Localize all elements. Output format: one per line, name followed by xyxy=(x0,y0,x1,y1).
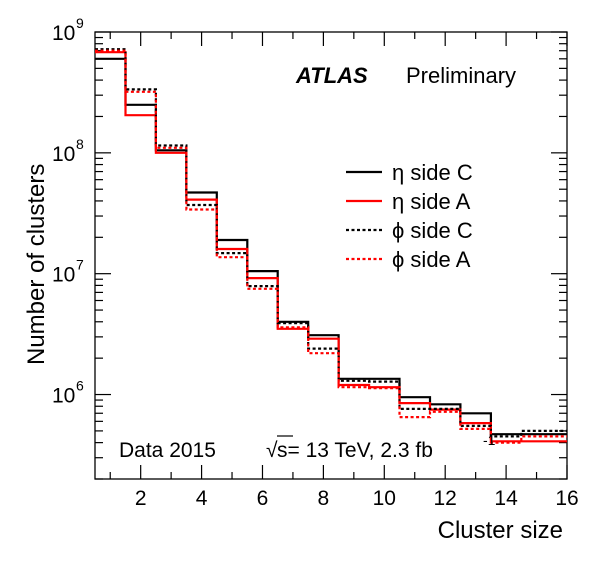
x-tick-label: 14 xyxy=(494,487,518,510)
x-tick-label: 12 xyxy=(434,487,457,510)
y-tick-exponent: 7 xyxy=(76,257,84,273)
legend: η side C η side A ϕ side C ϕ side A xyxy=(346,160,473,272)
x-axis-title: Cluster size xyxy=(438,517,563,544)
lumi-exponent: -1 xyxy=(483,432,496,448)
plot-frame xyxy=(94,31,568,480)
y-tick-base: 10 xyxy=(52,385,75,408)
y-tick-label: 10 9 xyxy=(52,15,84,45)
energy-annotation: √ s= 13 TeV, 2.3 fb -1 xyxy=(266,432,496,462)
preliminary-label: Preliminary xyxy=(406,63,516,88)
y-tick-exponent: 9 xyxy=(76,15,84,31)
y-tick-base: 10 xyxy=(52,22,75,45)
y-tick-exponent: 6 xyxy=(76,378,84,394)
y-tick-label: 10 7 xyxy=(52,257,84,287)
data-label: Data 2015 xyxy=(119,439,216,462)
y-axis-title: Number of clusters xyxy=(23,164,50,365)
x-tick-label: 6 xyxy=(257,487,269,510)
legend-label: η side C xyxy=(392,160,473,185)
atlas-label: ATLAS xyxy=(295,63,368,88)
legend-label: ϕ side C xyxy=(392,218,473,243)
axis-ticks xyxy=(95,31,568,480)
x-tick-label: 4 xyxy=(196,487,208,510)
y-tick-label: 10 6 xyxy=(52,378,84,408)
legend-label: ϕ side A xyxy=(392,247,471,272)
x-tick-label: 2 xyxy=(135,487,147,510)
energy-text: s= 13 TeV, 2.3 fb xyxy=(277,439,433,462)
x-tick-label: 16 xyxy=(555,487,578,510)
series-lines xyxy=(95,48,567,444)
y-tick-exponent: 8 xyxy=(76,136,84,152)
x-tick-label: 8 xyxy=(318,487,330,510)
series-line-3 xyxy=(95,49,567,444)
sqrt-symbol: √ xyxy=(266,439,278,462)
y-tick-label: 10 8 xyxy=(52,136,84,166)
y-tick-base: 10 xyxy=(52,143,75,166)
series-line-1 xyxy=(95,51,567,443)
series-line-2 xyxy=(95,48,567,438)
y-tick-base: 10 xyxy=(52,264,75,287)
x-tick-labels: 2 4 6 8 10 12 14 16 xyxy=(135,487,579,510)
x-tick-label: 10 xyxy=(373,487,396,510)
series-line-0 xyxy=(95,57,567,436)
legend-label: η side A xyxy=(392,189,471,214)
